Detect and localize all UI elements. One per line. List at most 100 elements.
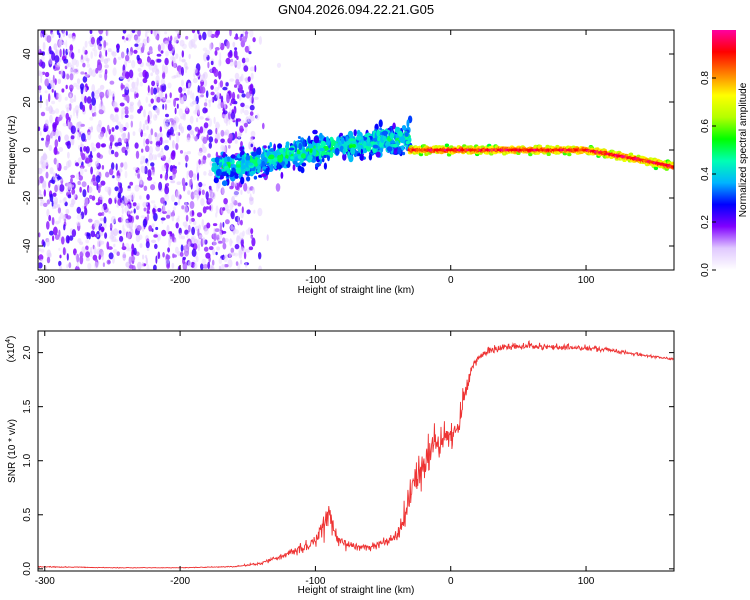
spectrogram-cell <box>252 187 256 195</box>
spectrogram-cell <box>146 213 150 221</box>
spectrogram-cell <box>63 58 69 64</box>
colorbar-tick-label: 0.2 <box>700 215 711 229</box>
spectrogram-cell <box>155 255 158 264</box>
spectrogram-cell <box>150 128 154 136</box>
spectrogram-cell <box>126 223 129 227</box>
spectrogram-cell <box>66 160 70 169</box>
spectrogram-cell <box>88 67 93 77</box>
colorbar: 0.0 0.2 0.4 0.6 0.8 Normalized spectral ampl… <box>700 30 749 277</box>
spectrogram-cell <box>153 264 157 270</box>
spectrogram-cell <box>127 204 130 209</box>
spectrogram-cell <box>167 43 173 52</box>
spectrogram-cell <box>156 58 162 63</box>
spectrogram-cell <box>133 35 139 41</box>
spectrogram-cell <box>232 41 236 48</box>
spectrogram-cell <box>241 57 246 64</box>
spectrogram-cell <box>193 173 197 181</box>
spectrogram-cell <box>222 108 225 112</box>
spectrogram-cell <box>124 114 129 119</box>
spectrogram-cell <box>236 164 241 168</box>
spectrogram-cell <box>222 145 227 153</box>
spectrogram-cell <box>94 226 98 231</box>
spectrogram-cell <box>138 127 142 133</box>
spectrogram-cell <box>401 125 407 131</box>
spectrogram-cell <box>60 69 64 77</box>
spectrogram-cell <box>350 147 356 155</box>
spectrogram-cell <box>197 151 203 157</box>
spectrogram-cell <box>69 44 74 52</box>
spectrogram-cell <box>186 137 191 143</box>
spectrogram-cell <box>220 129 225 137</box>
spectrogram-cell <box>38 189 42 196</box>
spectrogram-cell <box>239 125 244 133</box>
spectrogram-cell <box>161 164 167 172</box>
spectrogram-cell <box>184 229 189 235</box>
spectrogram-cell <box>218 70 222 80</box>
spectrogram-cell <box>221 230 227 234</box>
spectrogram-cell <box>112 118 116 123</box>
spectrogram-cell <box>188 170 194 179</box>
spectrogram-cell <box>205 90 209 98</box>
spectrogram-cell <box>193 67 198 74</box>
spectrogram-cell <box>53 226 58 236</box>
spectrogram-cell <box>98 30 104 35</box>
spectrogram-cell <box>82 104 86 112</box>
spectrogram-cell <box>215 123 221 128</box>
spectrogram-cell <box>126 187 131 192</box>
spectrogram-cell <box>202 136 208 144</box>
spectrogram-cell <box>49 230 54 236</box>
spectrogram-cell <box>186 233 189 239</box>
spectrogram-cell <box>150 30 153 35</box>
spectrogram-cell <box>230 224 234 231</box>
spectrogram-cell <box>233 189 239 198</box>
spectrogram-cell <box>117 229 120 236</box>
spectrogram-cell <box>91 147 97 152</box>
spectrogram-cell <box>148 145 153 155</box>
spectrogram-cell <box>90 166 93 175</box>
spectrogram-cell <box>196 256 199 263</box>
spectrogram-cell <box>292 160 298 165</box>
spectrogram-cell <box>189 179 192 188</box>
snr-x-tick-label: -300 <box>35 576 55 587</box>
spectrogram-cell <box>205 252 211 259</box>
spectrogram-cell <box>65 84 68 90</box>
spectrogram-cell <box>334 147 340 156</box>
spectrogram-cell <box>39 259 44 263</box>
spectrogram-cell <box>84 95 87 104</box>
spectrogram-cell <box>76 78 81 85</box>
spectrogram-cell <box>200 94 205 98</box>
spectrogram-panel: -300 -200 -100 0 100 40 20 0 -20 -40 Height of s… <box>7 29 675 296</box>
spectrogram-cell <box>143 138 146 147</box>
spectrogram-cell <box>130 120 133 128</box>
spectrogram-cell <box>309 154 313 161</box>
spectrogram-cell <box>239 219 243 226</box>
spectrogram-cell <box>163 193 170 202</box>
spectrogram-cell <box>99 84 105 90</box>
spectrogram-cell <box>194 107 198 115</box>
spectrogram-cell <box>124 106 129 111</box>
spectrogram-cell <box>211 259 215 266</box>
spectrogram-cell <box>222 86 228 91</box>
spectrogram-cell <box>245 229 250 235</box>
spectrogram-cell <box>191 30 196 34</box>
spectrogram-cell <box>234 139 238 144</box>
spectrogram-cell <box>222 264 226 268</box>
spectrogram-cell <box>215 168 222 176</box>
spectrogram-cell <box>77 48 81 54</box>
spectrogram-cell <box>171 262 175 269</box>
spectrogram-cell <box>64 134 69 142</box>
spectrogram-cell <box>246 186 251 194</box>
spectrogram-cell <box>129 181 134 186</box>
spectrogram-cell <box>44 90 48 94</box>
spectrogram-cell <box>223 100 226 110</box>
spectrogram-cell <box>111 51 117 57</box>
spectrogram-cell <box>84 205 87 210</box>
spectrogram-cell <box>76 133 81 141</box>
spectrogram-cell <box>212 248 216 256</box>
spectrogram-cell <box>297 165 302 172</box>
spectrogram-cell <box>50 109 56 115</box>
spectrogram-cell <box>244 31 249 35</box>
spectrogram-cell <box>151 166 155 170</box>
spectrogram-cell <box>215 151 219 158</box>
spectrogram-cell <box>208 142 212 149</box>
